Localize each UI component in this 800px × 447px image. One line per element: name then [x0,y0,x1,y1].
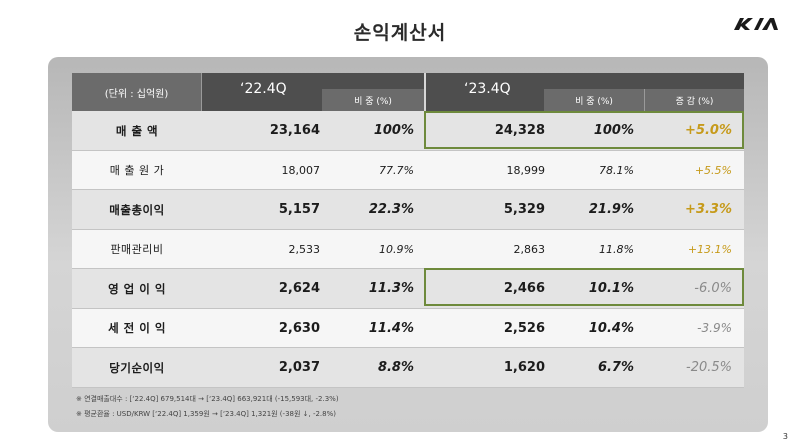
year1-value: 2,630 [278,320,320,336]
footnote-sales-volume: ※ 연결매출대수 : [‘22.4Q] 679,514대 → [‘23.4Q] … [76,395,339,403]
table-row: 판매관리비 2,533 10.9% 2,863 11.8% +13.1% [72,229,744,269]
year2-value: 2,466 [503,281,545,296]
year1-value: 2,624 [278,281,320,296]
kia-logo-icon [734,18,778,30]
year1-share: 77.7% [379,163,414,177]
row-label: 판매관리비 [110,243,164,256]
row-label: 매 출 원 가 [109,164,165,177]
year2-value: 18,999 [506,163,546,177]
footnote-exchange-rate: ※ 평균환율 : USD/KRW [‘22.4Q] 1,359원 → [‘23.… [76,410,336,418]
row-label: 영 업 이 익 [108,281,166,296]
table-row: 매출총이익 5,157 22.3% 5,329 21.9% +3.3% [72,190,744,230]
change-value: +5.5% [694,163,732,177]
change-value: -6.0% [694,281,732,296]
year1-value: 2,533 [288,242,321,256]
row-label: 세 전 이 익 [108,321,166,335]
year1-header: ‘22.4Q [202,73,322,111]
income-statement-table: (단위 : 십억원) ‘22.4Q 비 중 (%) ‘23.4Q 비 중 (%)… [72,73,744,388]
year2-share: 10.4% [588,320,634,336]
table-row: 영 업 이 익 2,624 11.3% 2,466 10.1% -6.0% [72,269,744,309]
year1-share: 100% [373,123,414,138]
year2-share: 78.1% [599,163,634,177]
table-row: 매 출 원 가 18,007 77.7% 18,999 78.1% +5.5% [72,150,744,190]
year1-share: 22.3% [368,202,414,217]
year2-value: 5,329 [503,202,545,217]
change-value: +5.0% [685,123,732,138]
year2-value: 1,620 [503,360,545,375]
year1-value: 23,164 [269,123,320,138]
row-label: 매출총이익 [109,202,165,217]
change-value: -20.5% [686,360,732,375]
year2-value: 2,863 [513,242,546,256]
year2-share: 6.7% [597,360,634,375]
year2-value: 24,328 [494,123,545,138]
year1-value: 5,157 [278,202,320,217]
change-header: 증 감 (%) [644,89,744,111]
year2-header: ‘23.4Q [424,73,544,111]
table-row: 매 출 액 23,164 100% 24,328 100% +5.0% [72,111,744,151]
change-value: +3.3% [685,202,732,217]
year1-share: 8.8% [377,360,414,375]
year2-value: 2,526 [503,320,545,336]
footnotes: ※ 연결매출대수 : [‘22.4Q] 679,514대 → [‘23.4Q] … [76,392,339,422]
year2-share-header: 비 중 (%) [544,89,644,111]
row-label: 매 출 액 [115,123,159,138]
year1-share: 11.4% [368,320,414,336]
page-title: 손익계산서 [353,22,447,44]
change-value: +13.1% [687,242,732,256]
year1-value: 2,037 [278,360,320,375]
year1-share-header: 비 중 (%) [322,89,424,111]
year2-share: 10.1% [588,281,634,296]
row-label: 당기순이익 [109,360,165,375]
table-row: 당기순이익 2,037 8.8% 1,620 6.7% -20.5% [72,348,744,388]
unit-header: (단위 : 십억원) [72,73,202,111]
year1-value: 18,007 [281,163,321,177]
year2-share: 100% [593,123,634,138]
year1-share: 11.3% [368,281,414,296]
year1-share: 10.9% [379,242,414,256]
table-header: (단위 : 십억원) ‘22.4Q 비 중 (%) ‘23.4Q 비 중 (%)… [72,73,744,111]
year2-share: 21.9% [588,202,634,217]
header-divider [424,73,426,111]
year2-share: 11.8% [599,242,634,256]
change-value: -3.9% [697,321,732,335]
page-number: 3 [782,432,788,441]
table-row: 세 전 이 익 2,630 11.4% 2,526 10.4% -3.9% [72,308,744,348]
